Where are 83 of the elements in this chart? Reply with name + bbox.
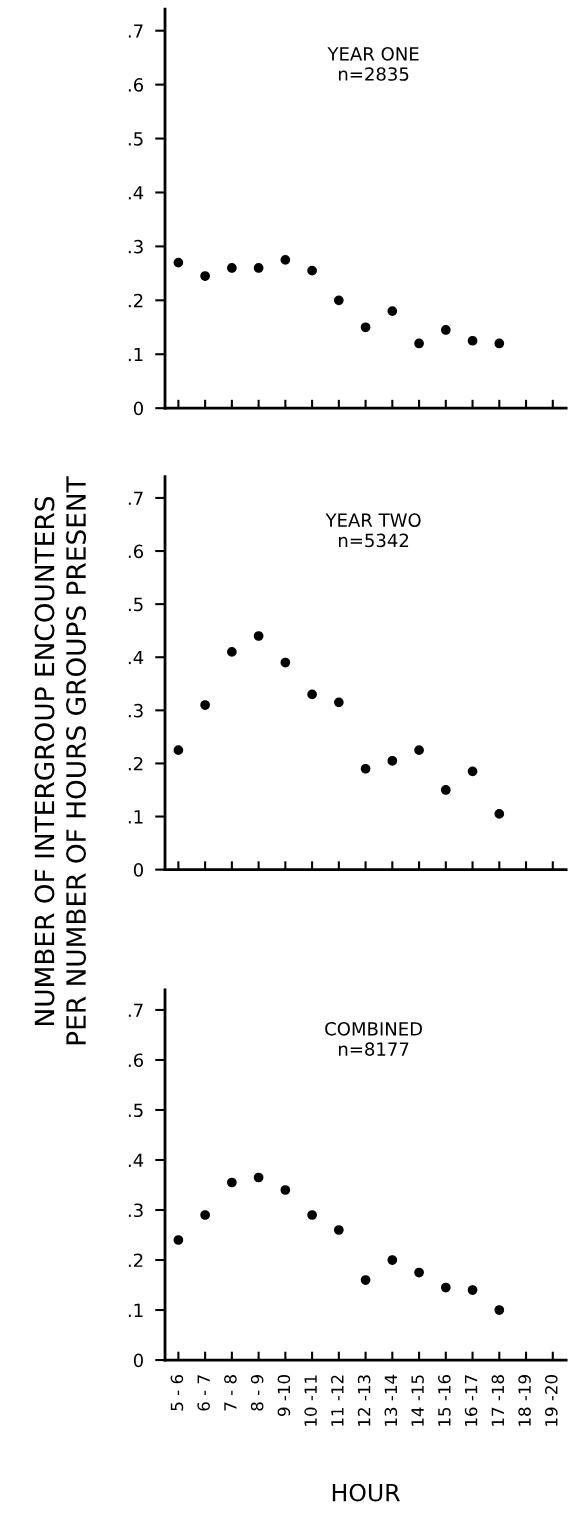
point — [360, 322, 371, 333]
y-tick-label: .2 — [128, 293, 143, 308]
x-tick-label: 7 - 8 — [224, 1375, 237, 1411]
x-tick-label: 8 - 9 — [250, 1375, 264, 1411]
x-tick-label: 19 -20 — [545, 1375, 558, 1426]
y-tick-label: .7 — [128, 491, 143, 505]
point — [387, 1255, 398, 1265]
x-tick-label: 6 - 7 — [197, 1375, 210, 1411]
point — [414, 1267, 424, 1278]
y-tick-label: .5 — [128, 1103, 143, 1118]
point — [227, 647, 237, 657]
y-tick-label: .4 — [128, 650, 144, 665]
point — [280, 255, 291, 265]
point — [253, 631, 264, 641]
point — [440, 785, 451, 795]
y-tick-label: .6 — [128, 544, 144, 559]
y-tick-label: .3 — [128, 239, 143, 254]
x-axis-title: HOUR — [332, 1483, 400, 1502]
point — [307, 689, 317, 700]
point — [280, 1185, 291, 1195]
x-tick-label: 17 -18 — [491, 1375, 505, 1426]
y-tick-label: .2 — [128, 1253, 143, 1267]
point — [467, 1285, 478, 1295]
point — [307, 265, 317, 276]
y-tick-label: .4 — [128, 1153, 144, 1167]
point — [467, 335, 478, 346]
point — [387, 306, 398, 316]
y-tick-label: .5 — [128, 132, 143, 146]
point — [253, 263, 264, 273]
point — [414, 338, 424, 349]
text: COMBINED n=8177 — [325, 1022, 422, 1056]
point — [360, 1275, 371, 1285]
text: YEAR ONE n=2835 — [327, 46, 419, 81]
x-tick-label: 18 -19 — [518, 1375, 531, 1426]
y-tick-label: .1 — [128, 1303, 143, 1317]
point — [360, 763, 371, 774]
x-tick-label: 12 -13 — [357, 1375, 371, 1426]
x-tick-label: 5 - 6 — [170, 1374, 184, 1411]
point — [494, 338, 505, 349]
point — [414, 745, 424, 756]
point — [173, 257, 184, 268]
text: YEAR TWO n=5342 — [325, 513, 421, 548]
point — [387, 755, 398, 766]
point — [440, 325, 451, 335]
point — [467, 766, 478, 777]
y-tick-label: 0 — [133, 401, 143, 416]
point — [280, 657, 291, 668]
point — [440, 1282, 451, 1293]
y-tick-label: 0 — [133, 863, 143, 877]
y-tick-label: .1 — [128, 347, 143, 362]
point — [227, 1177, 237, 1188]
point — [307, 1210, 317, 1220]
point — [253, 1172, 264, 1183]
y-tick-label: .7 — [128, 24, 143, 38]
y-axis-title: NUMBER OF INTERGROUP ENCOUNTERS PER NUMBER OF HOURS GROUPS PRESENT — [34, 476, 87, 1045]
x-tick-label: 16 -17 — [464, 1375, 478, 1426]
point — [494, 1305, 505, 1315]
y-tick-label: .3 — [128, 1203, 143, 1218]
point — [200, 1210, 210, 1220]
x-tick-label: 9 -10 — [277, 1375, 291, 1416]
y-tick-label: .5 — [128, 597, 143, 612]
point — [227, 263, 237, 273]
x-tick-label: 15 -16 — [438, 1374, 451, 1426]
x-tick-label: 14 -15 — [411, 1375, 424, 1426]
point — [200, 271, 210, 281]
y-tick-label: .2 — [128, 756, 143, 771]
x-tick-label: 13 -14 — [384, 1374, 398, 1426]
point — [333, 295, 344, 306]
point — [333, 697, 344, 708]
y-tick-label: .7 — [128, 1003, 143, 1017]
x-tick-label: 11 -12 — [331, 1375, 344, 1426]
x-tick-label: 10 -11 — [304, 1375, 317, 1426]
point — [333, 1225, 344, 1235]
point — [200, 700, 210, 710]
y-tick-label: .6 — [128, 78, 144, 92]
y-tick-label: .6 — [128, 1053, 144, 1068]
y-tick-label: .1 — [128, 810, 143, 824]
point — [173, 745, 184, 756]
y-tick-label: 0 — [133, 1353, 143, 1368]
point — [173, 1235, 184, 1245]
y-tick-label: .4 — [128, 186, 144, 200]
y-tick-label: .3 — [128, 703, 143, 718]
point — [494, 809, 505, 819]
